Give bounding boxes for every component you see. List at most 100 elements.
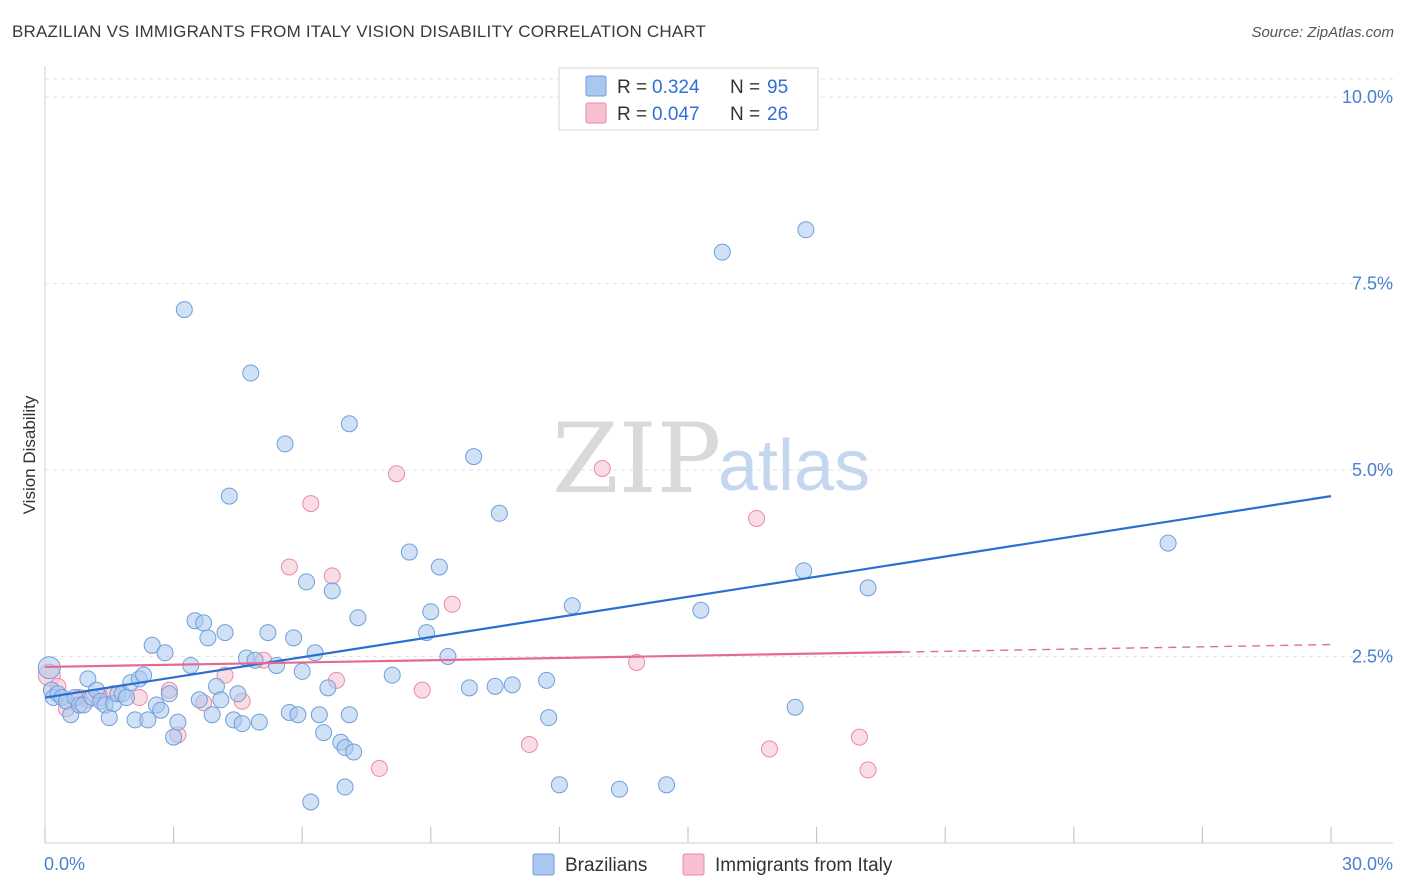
bottom-legend-label-brazilians: Brazilians <box>565 855 647 876</box>
point-brazilians <box>190 691 208 709</box>
point-italy <box>370 759 388 777</box>
point-brazilians <box>797 221 815 239</box>
point-brazilians <box>289 706 307 724</box>
point-brazilians <box>439 648 457 665</box>
point-brazilians <box>692 601 710 619</box>
trend-line-brazilians <box>44 495 1332 699</box>
y-axis-label: Vision Disability <box>20 395 39 514</box>
point-italy <box>760 740 778 758</box>
point-brazilians <box>563 597 581 615</box>
x-tick-label: 30.0% <box>1342 854 1393 874</box>
legend-r-value: 0.324 <box>652 77 700 98</box>
point-brazilians <box>220 487 238 505</box>
y-tick-label: 10.0% <box>1342 87 1393 107</box>
source-label: Source: ZipAtlas.com <box>1251 24 1394 41</box>
point-brazilians <box>276 435 294 453</box>
point-brazilians <box>795 562 813 580</box>
point-brazilians <box>100 709 118 727</box>
point-brazilians <box>285 629 303 647</box>
legend-r-value: 0.047 <box>652 104 700 125</box>
y-tick-label: 2.5% <box>1352 647 1393 667</box>
point-brazilians <box>160 685 178 703</box>
point-italy <box>323 567 341 585</box>
point-brazilians <box>422 603 440 621</box>
point-brazilians <box>550 776 568 794</box>
point-brazilians <box>165 728 183 746</box>
point-brazilians <box>297 573 315 591</box>
point-italy <box>443 595 461 613</box>
point-italy <box>850 728 868 746</box>
point-brazilians <box>336 778 354 796</box>
y-tick-label: 5.0% <box>1352 460 1393 480</box>
legend-box: R = 0.324 N = 95 R = 0.047 N = 26 <box>558 67 819 131</box>
legend-r-label: R = <box>617 77 647 98</box>
x-tick-label: 0.0% <box>44 854 85 874</box>
bottom-legend-swatch-pink <box>682 853 705 876</box>
bottom-legend: Brazilians Immigrants from Italy <box>532 853 893 876</box>
watermark-atlas: atlas <box>718 426 870 506</box>
point-brazilians <box>310 706 328 724</box>
point-brazilians <box>658 776 676 794</box>
point-brazilians <box>139 711 157 729</box>
point-brazilians <box>233 715 251 733</box>
point-brazilians <box>306 644 324 662</box>
point-brazilians <box>340 415 358 433</box>
watermark: ZIP atlas <box>552 403 870 515</box>
legend-n-value: 95 <box>767 77 788 98</box>
point-brazilians <box>538 671 556 689</box>
point-brazilians <box>503 676 521 694</box>
axis-ticks: 2.5% 5.0% 7.5% 10.0% 0.0% 30.0% <box>44 87 1393 874</box>
point-brazilians <box>315 724 333 742</box>
legend-swatch-blue <box>585 75 607 97</box>
point-brazilians <box>486 677 504 695</box>
point-brazilians <box>540 709 558 727</box>
point-brazilians <box>259 624 277 642</box>
point-italy <box>859 761 877 779</box>
point-italy <box>593 460 611 478</box>
bottom-legend-label-italy: Immigrants from Italy <box>715 855 893 876</box>
point-brazilians <box>117 689 135 707</box>
point-italy <box>302 495 320 513</box>
point-brazilians <box>383 666 401 684</box>
point-brazilians <box>859 579 877 597</box>
point-italy <box>216 666 234 684</box>
y-tick-label: 7.5% <box>1352 274 1393 294</box>
point-brazilians <box>400 543 418 561</box>
point-brazilians <box>199 629 217 647</box>
point-brazilians <box>293 662 311 680</box>
legend-n-label: N = <box>730 77 760 98</box>
legend-n-label: N = <box>730 104 760 125</box>
point-brazilians <box>203 706 221 724</box>
watermark-zip: ZIP <box>552 403 721 515</box>
point-brazilians <box>79 670 97 688</box>
legend-r-label: R = <box>617 104 647 125</box>
point-italy <box>413 681 431 699</box>
point-italy <box>280 558 298 576</box>
point-brazilians <box>430 558 448 576</box>
point-brazilians <box>1159 534 1177 552</box>
point-brazilians <box>323 582 341 600</box>
trend-lines <box>44 495 1332 699</box>
bottom-legend-swatch-blue <box>532 853 555 876</box>
point-brazilians <box>156 644 174 662</box>
point-brazilians <box>216 624 234 642</box>
point-italy <box>520 736 538 754</box>
point-brazilians <box>242 364 260 382</box>
point-brazilians <box>490 504 508 522</box>
point-brazilians <box>460 679 478 697</box>
point-brazilians <box>195 614 213 632</box>
point-brazilians <box>465 448 483 466</box>
point-brazilians <box>610 780 628 798</box>
point-italy <box>748 509 766 527</box>
point-brazilians <box>152 701 170 719</box>
point-brazilians <box>143 636 161 654</box>
point-brazilians <box>319 679 337 697</box>
legend-swatch-pink <box>585 102 607 124</box>
point-brazilians <box>229 685 247 703</box>
point-brazilians <box>212 691 230 709</box>
point-italy <box>388 465 406 483</box>
point-brazilians <box>169 713 187 731</box>
point-brazilians <box>345 743 363 761</box>
legend-n-value: 26 <box>767 104 788 125</box>
